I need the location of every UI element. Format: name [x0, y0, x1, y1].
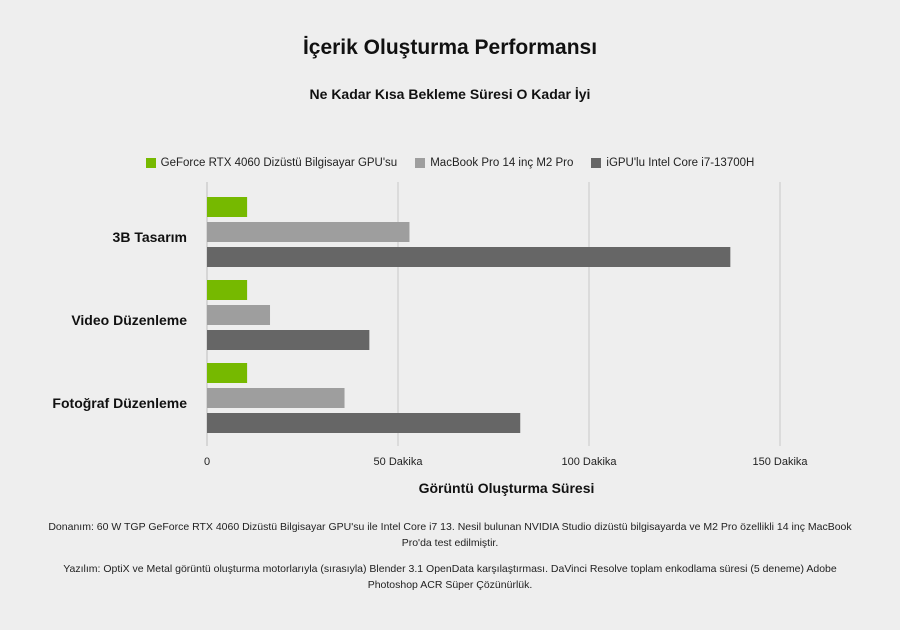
bar-video-duzenleme-series-0 — [207, 280, 248, 300]
footnote-hardware: Donanım: 60 W TGP GeForce RTX 4060 Dizüs… — [48, 521, 852, 549]
bar-video-duzenleme-series-1 — [207, 305, 271, 325]
category-label-3b-tasarim: 3B Tasarım — [113, 229, 187, 245]
category-label-fotograf-duzenleme: Fotoğraf Düzenleme — [52, 395, 187, 411]
legend-label-macbook: MacBook Pro 14 inç M2 Pro — [430, 157, 574, 169]
legend-label-intel: iGPU'lu Intel Core i7-13700H — [606, 157, 755, 169]
bar-fotograf-duzenleme-series-1 — [207, 388, 345, 408]
bar-3b-tasarim-series-2 — [207, 247, 731, 267]
x-tick-label-0: 0 — [204, 456, 210, 468]
legend-item-intel: iGPU'lu Intel Core i7-13700H — [591, 157, 754, 169]
x-axis-title: Görüntü Oluşturma Süresi — [419, 480, 595, 496]
chart-legend: GeForce RTX 4060 Dizüstü Bilgisayar GPU'… — [0, 157, 900, 169]
footnote-software: Yazılım: OptiX ve Metal görüntü oluşturm… — [63, 563, 837, 591]
legend-item-rtx4060: GeForce RTX 4060 Dizüstü Bilgisayar GPU'… — [145, 157, 398, 169]
x-tick-label-2: 100 Dakika — [561, 456, 617, 468]
category-label-video-duzenleme: Video Düzenleme — [71, 312, 187, 328]
legend-swatch-macbook — [415, 158, 426, 168]
legend-label-rtx4060: GeForce RTX 4060 Dizüstü Bilgisayar GPU'… — [160, 157, 398, 169]
x-tick-label-1: 50 Dakika — [374, 456, 424, 468]
legend-swatch-intel — [591, 158, 602, 168]
bar-fotograf-duzenleme-series-0 — [207, 363, 248, 383]
chart-title: İçerik Oluşturma Performansı — [302, 36, 598, 59]
bar-3b-tasarim-series-1 — [207, 222, 410, 242]
legend-swatch-rtx4060 — [145, 158, 156, 168]
chart-subtitle: Ne Kadar Kısa Bekleme Süresi O Kadar İyi — [309, 86, 591, 102]
legend-item-macbook: MacBook Pro 14 inç M2 Pro — [415, 157, 573, 169]
bar-fotograf-duzenleme-series-2 — [207, 413, 521, 433]
x-tick-label-3: 150 Dakika — [752, 456, 808, 468]
bar-3b-tasarim-series-0 — [207, 197, 248, 217]
bar-video-duzenleme-series-2 — [207, 330, 370, 350]
